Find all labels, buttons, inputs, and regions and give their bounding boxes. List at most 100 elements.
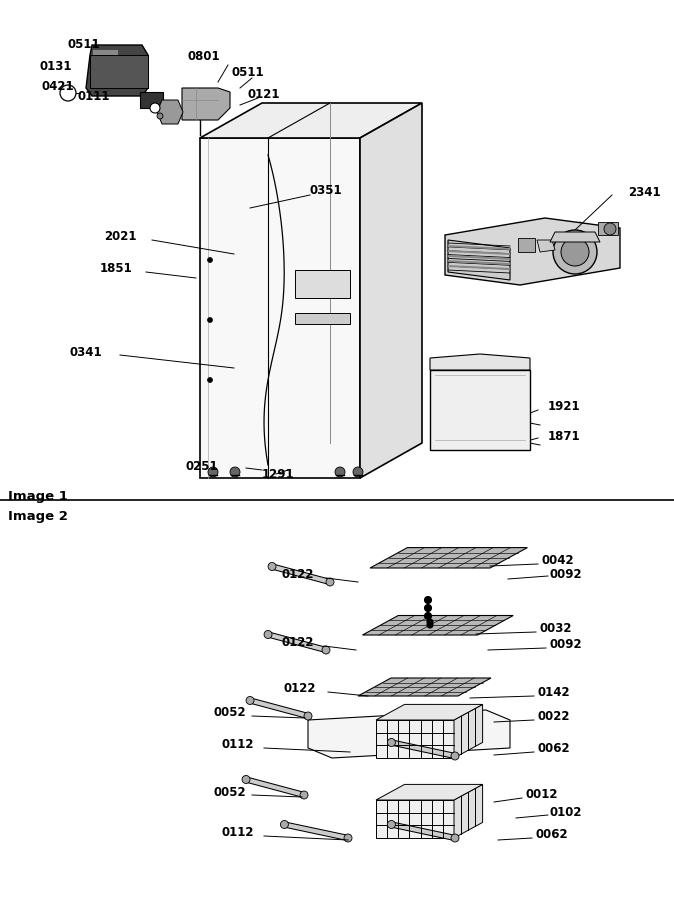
Text: 0131: 0131 bbox=[40, 59, 73, 73]
Text: 0111: 0111 bbox=[78, 89, 111, 103]
Circle shape bbox=[553, 230, 597, 274]
Text: 0122: 0122 bbox=[284, 682, 317, 696]
Text: 0062: 0062 bbox=[538, 742, 571, 754]
Circle shape bbox=[425, 613, 431, 619]
Polygon shape bbox=[140, 92, 163, 108]
Circle shape bbox=[561, 238, 589, 266]
Circle shape bbox=[425, 597, 431, 604]
Circle shape bbox=[208, 318, 212, 322]
Polygon shape bbox=[363, 616, 513, 635]
Polygon shape bbox=[376, 800, 454, 838]
Polygon shape bbox=[448, 265, 510, 270]
Polygon shape bbox=[90, 55, 148, 88]
Polygon shape bbox=[537, 240, 555, 252]
Circle shape bbox=[388, 821, 396, 829]
Text: 1921: 1921 bbox=[548, 400, 580, 412]
Text: 1851: 1851 bbox=[100, 262, 133, 274]
Text: 0122: 0122 bbox=[282, 569, 315, 581]
Text: 0121: 0121 bbox=[248, 87, 280, 101]
Circle shape bbox=[427, 622, 433, 628]
Polygon shape bbox=[454, 785, 483, 838]
Circle shape bbox=[157, 113, 163, 119]
Polygon shape bbox=[157, 100, 183, 124]
Text: 1871: 1871 bbox=[548, 429, 580, 443]
Circle shape bbox=[230, 467, 240, 477]
Polygon shape bbox=[454, 705, 483, 758]
Circle shape bbox=[246, 697, 254, 705]
Circle shape bbox=[335, 467, 345, 477]
Text: 0421: 0421 bbox=[42, 80, 75, 94]
Circle shape bbox=[264, 631, 272, 638]
Text: 0511: 0511 bbox=[68, 38, 100, 50]
Polygon shape bbox=[182, 88, 230, 120]
Text: 0112: 0112 bbox=[222, 826, 255, 840]
Text: 2021: 2021 bbox=[104, 230, 137, 242]
Circle shape bbox=[300, 791, 308, 799]
Circle shape bbox=[451, 834, 459, 842]
Polygon shape bbox=[376, 720, 454, 758]
Polygon shape bbox=[598, 222, 618, 235]
Text: 0102: 0102 bbox=[550, 806, 582, 818]
Polygon shape bbox=[358, 678, 491, 696]
Circle shape bbox=[150, 103, 160, 113]
Polygon shape bbox=[518, 238, 535, 252]
Polygon shape bbox=[360, 103, 422, 478]
Circle shape bbox=[242, 776, 250, 784]
Polygon shape bbox=[295, 270, 350, 298]
Circle shape bbox=[304, 712, 312, 720]
Polygon shape bbox=[376, 705, 483, 720]
Circle shape bbox=[322, 646, 330, 654]
Text: 0012: 0012 bbox=[525, 788, 557, 800]
Text: 0122: 0122 bbox=[282, 636, 315, 650]
Circle shape bbox=[268, 562, 276, 571]
Text: 0341: 0341 bbox=[70, 346, 102, 358]
Circle shape bbox=[427, 619, 433, 625]
Text: Image 2: Image 2 bbox=[8, 510, 68, 523]
Circle shape bbox=[353, 467, 363, 477]
Text: 0112: 0112 bbox=[222, 739, 255, 752]
Polygon shape bbox=[93, 50, 118, 60]
Polygon shape bbox=[448, 255, 510, 260]
Text: 0092: 0092 bbox=[550, 638, 582, 652]
Polygon shape bbox=[430, 354, 530, 370]
Text: 0062: 0062 bbox=[536, 829, 569, 842]
Polygon shape bbox=[308, 710, 510, 758]
Text: 0511: 0511 bbox=[232, 66, 265, 78]
Text: 0042: 0042 bbox=[542, 554, 575, 566]
Circle shape bbox=[451, 752, 459, 760]
Polygon shape bbox=[448, 250, 510, 255]
Polygon shape bbox=[550, 232, 600, 242]
Text: 0052: 0052 bbox=[214, 786, 247, 798]
Polygon shape bbox=[448, 260, 510, 265]
Polygon shape bbox=[448, 245, 510, 250]
Text: 0351: 0351 bbox=[310, 184, 342, 196]
Polygon shape bbox=[200, 138, 360, 478]
Circle shape bbox=[280, 821, 288, 829]
Circle shape bbox=[425, 605, 431, 611]
Text: 0092: 0092 bbox=[550, 568, 582, 580]
Text: 0801: 0801 bbox=[188, 50, 220, 62]
Polygon shape bbox=[448, 240, 510, 280]
Circle shape bbox=[344, 834, 352, 842]
Polygon shape bbox=[376, 785, 483, 800]
Text: 0142: 0142 bbox=[538, 686, 571, 698]
Polygon shape bbox=[295, 313, 350, 324]
Text: Image 1: Image 1 bbox=[8, 490, 68, 503]
Polygon shape bbox=[430, 370, 530, 450]
Circle shape bbox=[388, 739, 396, 746]
Text: 0052: 0052 bbox=[214, 706, 247, 719]
Text: 0032: 0032 bbox=[540, 622, 572, 634]
Polygon shape bbox=[445, 218, 620, 285]
Text: 0022: 0022 bbox=[538, 709, 570, 723]
Circle shape bbox=[208, 467, 218, 477]
Polygon shape bbox=[200, 103, 422, 138]
Polygon shape bbox=[86, 45, 148, 96]
Circle shape bbox=[60, 85, 76, 101]
Text: 1291: 1291 bbox=[262, 467, 295, 481]
Polygon shape bbox=[370, 547, 527, 568]
Circle shape bbox=[604, 223, 616, 235]
Text: 2341: 2341 bbox=[628, 185, 661, 199]
Circle shape bbox=[326, 578, 334, 586]
Circle shape bbox=[208, 377, 212, 382]
Text: 0251: 0251 bbox=[186, 461, 218, 473]
